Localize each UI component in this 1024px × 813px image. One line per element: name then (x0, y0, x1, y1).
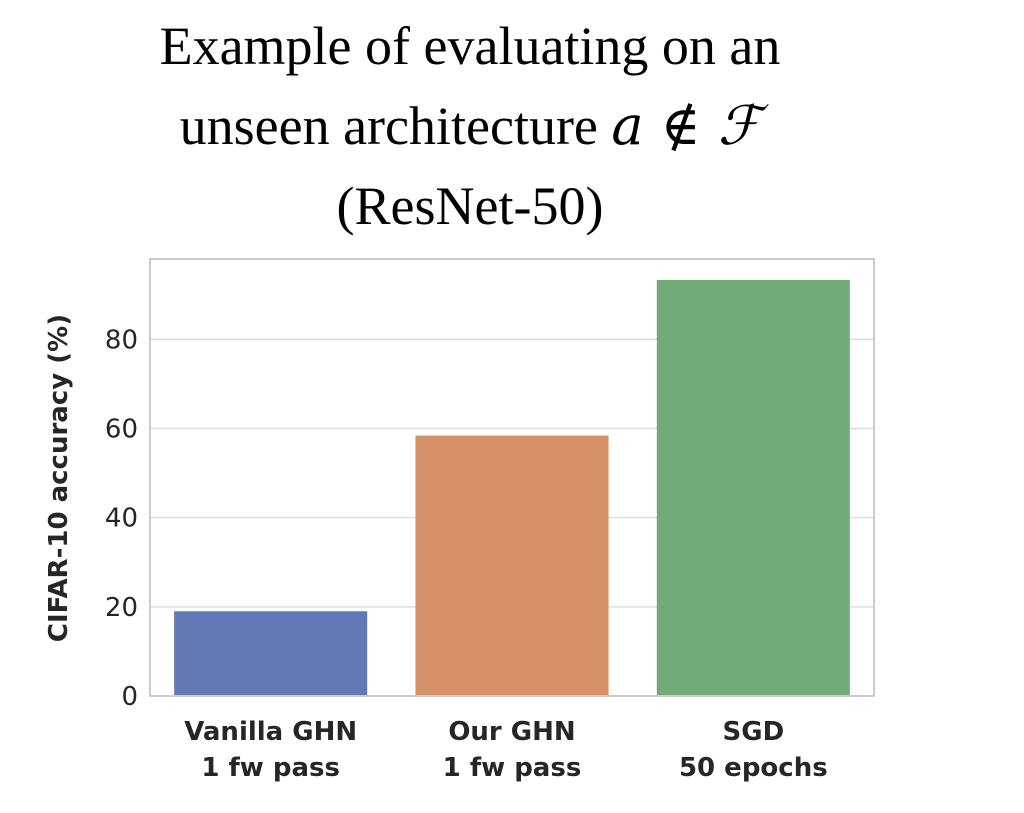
bar (656, 279, 850, 696)
y-tick-label: 40 (105, 504, 138, 534)
title-line-2: unseen architecture a ∉ ℱ (0, 86, 940, 166)
x-tick-label: Our GHN (448, 717, 575, 747)
bar (415, 435, 609, 696)
plot-frame (149, 258, 875, 697)
y-tick-label: 60 (105, 414, 138, 444)
title-math: a ∉ ℱ (611, 94, 761, 157)
bar (174, 611, 368, 696)
y-tick-label: 0 (121, 682, 138, 712)
y-tick-label: 20 (105, 593, 138, 623)
y-axis-label: CIFAR-10 accuracy (%) (44, 314, 74, 642)
x-tick-label: 1 fw pass (201, 753, 340, 783)
x-tick-label: 1 fw pass (443, 753, 582, 783)
title-line-2-text: unseen architecture (179, 96, 598, 156)
x-tick-labels: Vanilla GHN 1 fw pass Our GHN 1 fw pass SGD 5… (184, 717, 828, 783)
x-tick-label: SGD (723, 717, 785, 747)
title-line-3: (ResNet-50) (336, 176, 604, 236)
x-tick-label: 50 epochs (679, 753, 828, 783)
bars (174, 279, 850, 696)
y-tick-labels: 0 20 40 60 80 (105, 325, 138, 712)
y-tick-label: 80 (105, 325, 138, 355)
x-tick-label: Vanilla GHN (184, 717, 357, 747)
title-line-1: Example of evaluating on an (159, 16, 781, 76)
chart-title: Example of evaluating on an unseen archi… (0, 6, 940, 246)
